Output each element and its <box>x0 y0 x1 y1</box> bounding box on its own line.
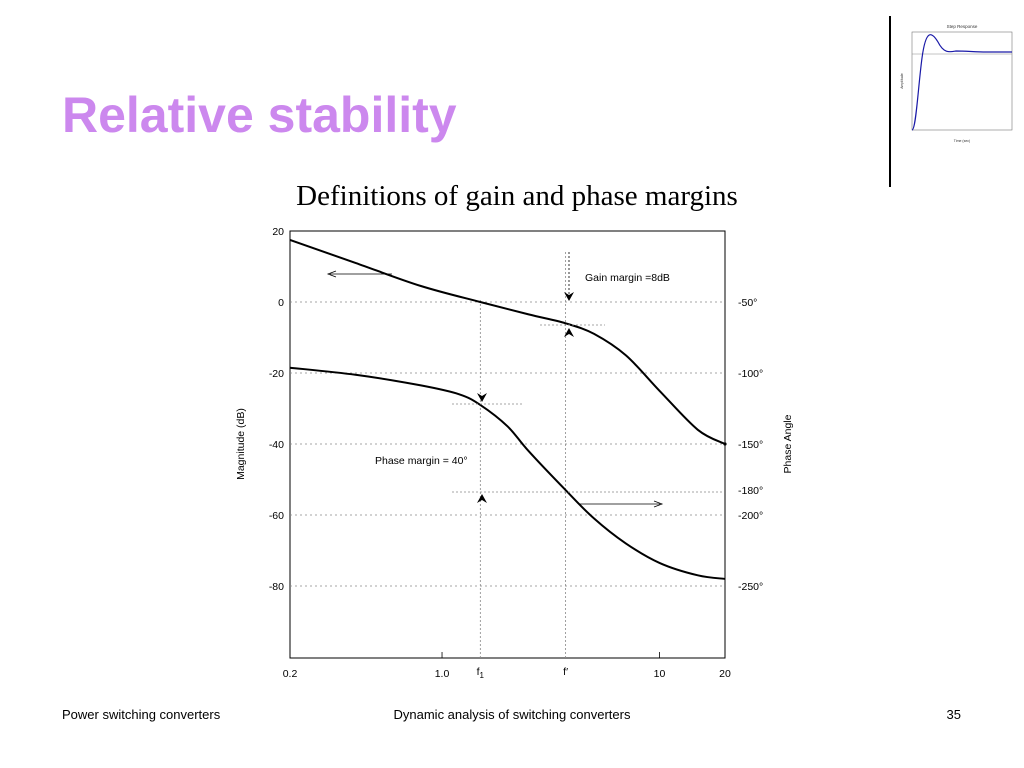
slide-title: Relative stability <box>62 87 457 143</box>
y-left-tick-label: -80 <box>269 581 284 593</box>
footer-topic: Dynamic analysis of switching converters <box>393 707 631 722</box>
y-left-tick-label: -60 <box>269 510 284 522</box>
thumbnail-title: Step Response <box>947 24 978 29</box>
y-right-tick-label: -180° <box>738 485 763 497</box>
y-right-tick-label: -200° <box>738 510 763 522</box>
magnitude-axis-pointer-head <box>326 270 337 278</box>
phase-margin-label: Phase margin = 40° <box>375 455 468 467</box>
thumbnail-ylabel: Amplitude <box>900 73 904 89</box>
y-left-tick-label: -40 <box>269 439 284 451</box>
y-left-tick-label: 0 <box>278 297 284 309</box>
magnitude-curve-endpoint <box>723 442 727 446</box>
phase-margin-arrowhead-up <box>477 494 487 503</box>
x-tick-label: 1.0 <box>435 668 450 680</box>
y-axis-left-label: Magnitude (dB) <box>235 408 247 480</box>
phase-curve <box>289 366 726 580</box>
step-response-thumbnail: Step Response Amplitude Time (sec) <box>900 24 1013 143</box>
y-right-tick-label: -50° <box>738 297 757 309</box>
x-tick-label: 10 <box>654 668 666 680</box>
phase-axis-pointer-head <box>653 500 664 508</box>
frequency-marker-label: f′ <box>563 666 568 678</box>
gain-margin-label: Gain margin =8dB <box>585 272 670 284</box>
y-left-tick-label: -20 <box>269 368 284 380</box>
gain-margin-arrowhead-down <box>564 292 574 301</box>
gain-margin-arrowhead-up <box>564 328 574 337</box>
x-tick-label: 20 <box>719 668 731 680</box>
y-right-tick-label: -150° <box>738 439 763 451</box>
phase-margin-arrowhead-down <box>477 393 487 402</box>
slide-subtitle: Definitions of gain and phase margins <box>296 180 738 212</box>
magnitude-curve <box>289 238 726 445</box>
y-right-tick-label: -100° <box>738 368 763 380</box>
plot-frame <box>289 230 726 659</box>
y-axis-right-label: Phase Angle <box>782 414 794 473</box>
thumbnail-divider <box>889 16 891 187</box>
y-right-tick-label: -250° <box>738 581 763 593</box>
frequency-marker-label: f1 <box>477 666 485 680</box>
x-tick-label: 0.2 <box>283 668 298 680</box>
page-number: 35 <box>946 707 961 722</box>
footer-course: Power switching converters <box>62 707 221 722</box>
y-left-tick-label: 20 <box>272 226 284 238</box>
bode-chart: 20 0 -20 -40 -60 -80 -50° -100° -150° -180° -200° -… <box>235 226 794 680</box>
thumbnail-xlabel: Time (sec) <box>954 139 970 143</box>
thumbnail-step-curve <box>911 34 1012 131</box>
